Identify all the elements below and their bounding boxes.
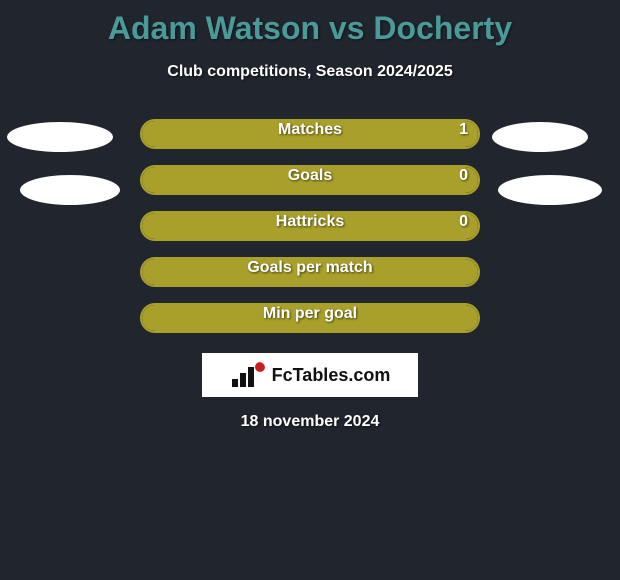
bar-track: Matches 1 [140,119,480,149]
logo-text: FcTables.com [272,365,391,386]
player-shadow-ellipse [20,175,120,205]
page-subtitle: Club competitions, Season 2024/2025 [0,63,620,81]
stat-label: Matches [278,121,342,139]
bar-chart-icon [230,361,268,389]
bar-track: Goals 0 [140,165,480,195]
stat-row: Min per goal [0,295,620,341]
fctables-logo: FcTables.com [202,353,418,397]
bar-track: Goals per match [140,257,480,287]
stat-label: Goals per match [247,259,372,277]
player-shadow-ellipse [7,122,113,152]
date-label: 18 november 2024 [0,413,620,431]
stat-row: Goals per match [0,249,620,295]
player-shadow-ellipse [492,122,588,152]
player-shadow-ellipse [498,175,602,205]
stat-label: Min per goal [263,305,357,323]
bar-track: Min per goal [140,303,480,333]
page-title: Adam Watson vs Docherty [0,0,620,47]
stat-label: Hattricks [276,213,344,231]
stat-row: Hattricks 0 [0,203,620,249]
stat-label: Goals [288,167,332,185]
bar-track: Hattricks 0 [140,211,480,241]
stat-value-right: 1 [459,121,468,139]
stat-value-right: 0 [459,213,468,231]
stat-value-right: 0 [459,167,468,185]
